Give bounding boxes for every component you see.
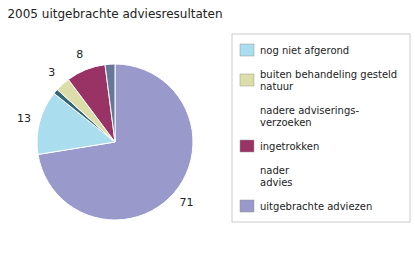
legend: nog niet afgerond buiten behandeling gest… bbox=[232, 34, 410, 222]
legend-label-line: advies bbox=[260, 177, 293, 188]
legend-label: ingetrokken bbox=[260, 141, 319, 152]
pie-slice bbox=[38, 64, 193, 220]
legend-label: nog niet afgerond bbox=[260, 45, 349, 56]
legend-label-line: nader bbox=[260, 165, 290, 176]
legend-label: nadere adviserings-verzoeken bbox=[260, 105, 360, 128]
data-label: 71 bbox=[180, 196, 194, 209]
legend-label: buiten behandeling gesteldnatuur bbox=[260, 69, 397, 92]
data-label: 3 bbox=[48, 66, 55, 79]
legend-label-line: buiten behandeling gesteld bbox=[260, 69, 397, 80]
data-label: 8 bbox=[76, 48, 83, 61]
legend-swatch bbox=[240, 200, 254, 212]
legend-label-line: ingetrokken bbox=[260, 141, 319, 152]
legend-label-line: nog niet afgerond bbox=[260, 45, 349, 56]
chart-container: 2005 uitgebrachte adviesresultaten 71 13 3 8… bbox=[0, 0, 415, 261]
pie bbox=[37, 64, 193, 220]
legend-frame bbox=[232, 34, 410, 222]
chart: 2005 uitgebrachte adviesresultaten 71 13 3 8… bbox=[0, 0, 415, 261]
pie-slice bbox=[68, 65, 115, 142]
legend-label-line: natuur bbox=[260, 81, 294, 92]
legend-label-line: uitgebrachte adviezen bbox=[260, 201, 372, 212]
legend-label: naderadvies bbox=[260, 165, 293, 188]
data-label: 13 bbox=[17, 112, 31, 125]
title: 2005 uitgebrachte adviesresultaten bbox=[7, 7, 222, 21]
legend-label-line: nadere adviserings- bbox=[260, 105, 360, 116]
legend-swatch bbox=[240, 74, 254, 86]
legend-swatch bbox=[240, 140, 254, 152]
legend-label: uitgebrachte adviezen bbox=[260, 201, 372, 212]
pie-slice bbox=[105, 64, 115, 142]
legend-label-line: verzoeken bbox=[260, 117, 312, 128]
legend-swatch bbox=[240, 44, 254, 56]
